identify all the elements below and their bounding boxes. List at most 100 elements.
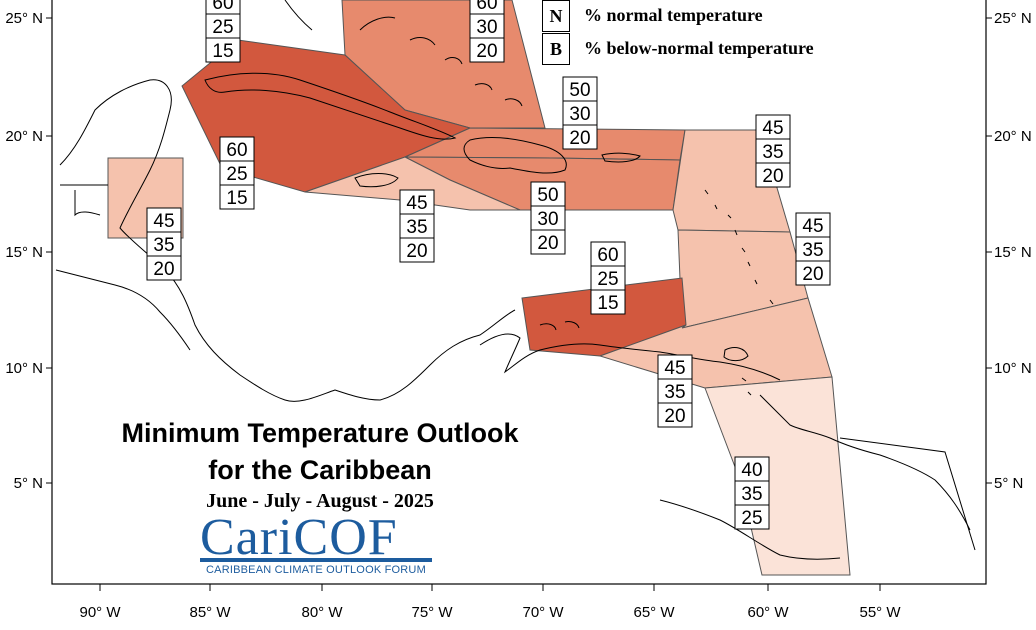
- prob-value: 15: [212, 41, 233, 62]
- lat-tick-label: 10° N: [5, 360, 43, 377]
- prob-cell: [562, 124, 598, 150]
- prob-value: 30: [476, 17, 497, 38]
- lat-tick-label: 20° N: [994, 128, 1032, 145]
- lon-tick-label: 75° W: [411, 604, 453, 621]
- prob-value: 15: [226, 188, 247, 209]
- prob-cell: [469, 13, 505, 39]
- prob-value: 20: [569, 128, 590, 149]
- prob-cell: [755, 162, 791, 188]
- prob-cell: [205, 13, 241, 39]
- prob-value: 15: [597, 293, 618, 314]
- prob-value: 25: [212, 17, 233, 38]
- lon-tick-label: 60° W: [747, 604, 789, 621]
- prob-cell: [562, 100, 598, 126]
- prob-value: 20: [476, 41, 497, 62]
- lat-tick-label: 5° N: [14, 475, 43, 492]
- prob-value: 30: [537, 209, 558, 230]
- prob-cell: [657, 402, 693, 428]
- prob-cell: [734, 504, 770, 530]
- prob-value: 45: [664, 358, 685, 379]
- lon-tick-label: 80° W: [301, 604, 343, 621]
- logo-tagline: CARIBBEAN CLIMATE OUTLOOK FORUM: [206, 564, 426, 576]
- logo-underline: [200, 558, 432, 562]
- prob-value: 45: [406, 193, 427, 214]
- prob-cell: [734, 480, 770, 506]
- lat-tick-label: 25° N: [5, 10, 43, 27]
- lat-tick-label: 20° N: [5, 128, 43, 145]
- prob-cell: [146, 207, 182, 233]
- prob-value: 20: [153, 259, 174, 280]
- lon-tick-label: 55° W: [859, 604, 901, 621]
- prob-cell: [205, 37, 241, 63]
- prob-value: 50: [569, 80, 590, 101]
- prob-value: 20: [664, 406, 685, 427]
- prob-cell: [530, 181, 566, 207]
- season-label: June - July - August - 2025: [206, 490, 434, 512]
- prob-value: 35: [664, 382, 685, 403]
- lat-tick-label: 25° N: [994, 10, 1032, 27]
- prob-value: 45: [802, 216, 823, 237]
- prob-cell: [219, 160, 255, 186]
- lon-tick-label: 90° W: [79, 604, 121, 621]
- coastlines: [55, 0, 976, 560]
- prob-value: 35: [153, 235, 174, 256]
- prob-value: 25: [741, 508, 762, 529]
- prob-box-cuba: 60 25 15: [219, 136, 255, 210]
- prob-cell: [530, 229, 566, 255]
- legend-code-b: B: [542, 33, 570, 65]
- prob-cell: [795, 260, 831, 286]
- longitude-axis: 90° W 85° W 80° W 75° W 70° W 65° W 60° W 55° W: [79, 584, 901, 621]
- prob-cell: [399, 237, 435, 263]
- legend-label-b: % below-normal temperature: [584, 38, 814, 58]
- legend-code-n: N: [542, 0, 570, 32]
- prob-value: 35: [406, 217, 427, 238]
- prob-box-guianas: 40 35 25: [734, 456, 770, 530]
- prob-cell: [734, 456, 770, 482]
- prob-box-abc-islands: 60 25 15: [590, 241, 626, 315]
- prob-value: 60: [226, 140, 247, 161]
- map-title: Minimum Temperature Outlook: [121, 418, 519, 448]
- prob-value: 40: [741, 460, 762, 481]
- prob-box-turks-caicos: 50 30 20: [562, 76, 598, 150]
- prob-value: 45: [153, 211, 174, 232]
- prob-value: 20: [802, 264, 823, 285]
- prob-cell: [590, 265, 626, 291]
- prob-value: 20: [406, 241, 427, 262]
- lat-tick-label: 15° N: [994, 244, 1032, 261]
- prob-value: 35: [762, 142, 783, 163]
- prob-cell: [399, 213, 435, 239]
- prob-cell: [657, 354, 693, 380]
- prob-value: 60: [212, 0, 233, 14]
- probability-boxes: 60 25 15 60 30 20 45 35 20 60 25 15 45 35 20 50 30 20 50 30…: [146, 0, 831, 530]
- region-guianas: [704, 376, 851, 576]
- prob-value: 20: [537, 233, 558, 254]
- forecast-regions: [107, 0, 851, 576]
- prob-value: 45: [762, 118, 783, 139]
- prob-cell: [146, 255, 182, 281]
- prob-box-jamaica-south: 45 35 20: [399, 189, 435, 263]
- prob-box-bahamas: 60 30 20: [469, 0, 505, 63]
- prob-value: 60: [597, 245, 618, 266]
- caricof-logo: CariCOF: [200, 509, 398, 566]
- prob-cell: [146, 231, 182, 257]
- prob-box-leeward-islands: 45 35 20: [755, 114, 791, 188]
- prob-value: 30: [569, 104, 590, 125]
- prob-box-trinidad-tobago: 45 35 20: [657, 354, 693, 428]
- prob-cell: [590, 241, 626, 267]
- lat-tick-label: 15° N: [5, 244, 43, 261]
- latitude-axis-right: 25° N 20° N 15° N 10° N 5° N: [986, 10, 1032, 492]
- prob-box-windward-islands: 45 35 20: [795, 212, 831, 286]
- prob-value: 60: [476, 0, 497, 14]
- prob-box-hispaniola-puerto-rico: 50 30 20: [530, 181, 566, 255]
- prob-value: 20: [762, 166, 783, 187]
- prob-value: 35: [741, 484, 762, 505]
- prob-cell: [795, 236, 831, 262]
- lon-tick-label: 85° W: [189, 604, 231, 621]
- lat-tick-label: 10° N: [994, 360, 1032, 377]
- prob-cell: [590, 289, 626, 315]
- lat-tick-label: 5° N: [994, 475, 1023, 492]
- prob-value: 25: [597, 269, 618, 290]
- legend-label-n: % normal temperature: [584, 5, 763, 25]
- prob-value: 50: [537, 185, 558, 206]
